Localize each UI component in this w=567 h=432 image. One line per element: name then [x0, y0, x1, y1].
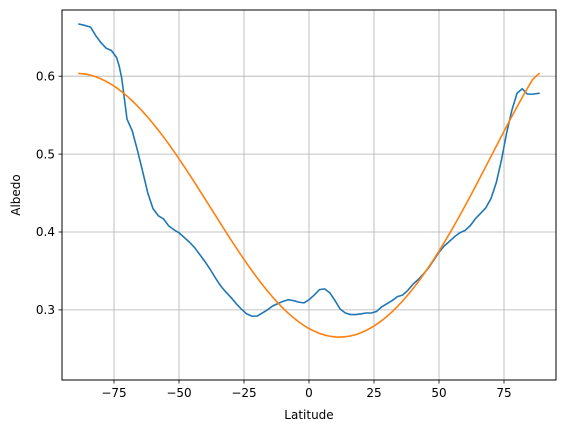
- x-tick-label: 50: [431, 386, 446, 400]
- y-tick-label: 0.5: [36, 147, 55, 161]
- x-tick-label: 75: [496, 386, 511, 400]
- y-tick-label: 0.3: [36, 303, 55, 317]
- grid: [62, 10, 556, 380]
- y-tick-label: 0.4: [36, 225, 55, 239]
- x-tick-label: −50: [166, 386, 191, 400]
- x-axis-label: Latitude: [284, 408, 333, 422]
- ticks: −75 −50 −25 0 25 50 75 0.3 0.4 0.5 0.6: [36, 69, 512, 400]
- series-layer: [78, 23, 540, 338]
- y-tick-label: 0.6: [36, 69, 55, 83]
- x-tick-label: −75: [101, 386, 126, 400]
- y-axis-label: Albedo: [9, 174, 23, 216]
- series-line-2: [78, 72, 540, 338]
- x-tick-label: −25: [231, 386, 256, 400]
- x-tick-label: 25: [366, 386, 381, 400]
- x-tick-label: 0: [305, 386, 313, 400]
- series-line-1: [78, 23, 540, 317]
